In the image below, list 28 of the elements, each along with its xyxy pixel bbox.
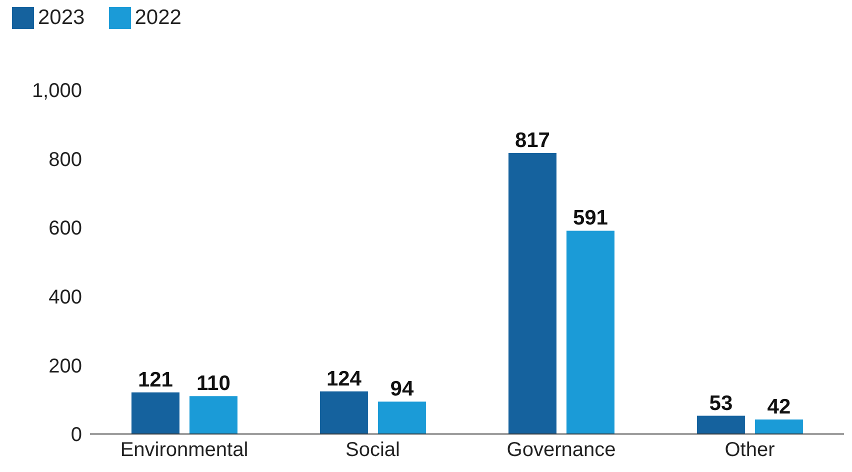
y-tick-label: 0 bbox=[70, 424, 82, 446]
x-tick-label: Other bbox=[724, 439, 776, 462]
bar bbox=[754, 420, 803, 434]
x-tick-label: Environmental bbox=[120, 439, 248, 462]
bar bbox=[378, 402, 426, 434]
bar bbox=[566, 230, 614, 434]
x-tick-label: Governance bbox=[506, 439, 616, 462]
bar bbox=[320, 391, 368, 434]
x-tick-label: Social bbox=[346, 439, 400, 462]
y-tick-label: 600 bbox=[48, 218, 82, 240]
bar bbox=[696, 416, 745, 434]
y-tick-label: 800 bbox=[48, 148, 82, 171]
data-label: 53 bbox=[709, 392, 733, 415]
y-tick-label: 200 bbox=[48, 355, 82, 378]
y-tick-label: 1,000 bbox=[32, 80, 82, 102]
data-label: 94 bbox=[390, 378, 414, 401]
data-label: 110 bbox=[196, 372, 230, 396]
bar bbox=[131, 392, 180, 434]
data-label: 42 bbox=[767, 396, 791, 419]
legend-label: 2022 bbox=[134, 6, 182, 29]
data-label: 121 bbox=[138, 368, 174, 392]
bar bbox=[508, 152, 556, 434]
y-tick-label: 400 bbox=[48, 286, 82, 308]
data-label: 124 bbox=[326, 367, 362, 390]
legend-label: 2023 bbox=[38, 6, 85, 29]
data-label: 817 bbox=[514, 128, 550, 152]
data-label: 591 bbox=[572, 206, 608, 230]
bar bbox=[189, 396, 238, 434]
